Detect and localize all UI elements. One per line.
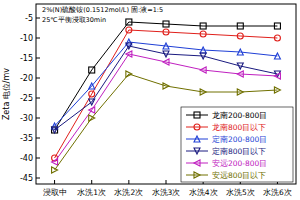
legend-line [186,115,208,116]
y-tick-label: -20 [20,74,33,83]
data-point [237,23,243,29]
y-tick [36,18,40,19]
series-group [52,19,281,173]
data-point [126,71,132,77]
x-tick [91,180,92,184]
y-tick-label: -25 [20,94,33,103]
y-axis-label: Zeta 电位/mv [2,68,11,120]
data-point [89,91,95,97]
y-tick [36,178,40,179]
data-point [200,23,206,29]
x-tick [166,180,167,184]
y-tick [36,158,40,159]
data-point [52,127,58,133]
legend-line [186,175,208,176]
plot-frame [36,4,296,184]
data-point [274,23,280,29]
legend-label: 定南800目以下 [212,147,266,156]
y-tick-label: -10 [20,34,33,43]
y-tick [36,58,40,59]
y-tick-label: -5 [25,14,33,23]
data-point [163,29,169,35]
data-point [89,115,95,121]
annotation: 2%(N)硫酸铵(0.1512mol/L) 固:液=1:5 [42,6,163,14]
legend-label: 安远800目以下 [212,171,266,180]
x-tick-label: 浸取中 [43,188,67,197]
series-line [55,22,278,130]
data-point [237,63,243,69]
x-tick-label: 水洗6次 [263,188,292,197]
y-tick [36,78,40,79]
data-point [89,107,95,113]
data-point [89,83,95,89]
y-tick [36,138,40,139]
data-point [126,43,132,49]
data-point [126,19,132,25]
x-tick-label: 水洗3次 [152,188,181,197]
data-point [274,35,280,41]
data-point [237,71,243,77]
legend-box [181,107,293,182]
data-point [200,53,206,59]
data-point [237,33,243,39]
data-point [89,67,95,73]
x-tick-label: 水洗2次 [114,188,143,197]
x-tick-label: 水洗1次 [77,188,106,197]
legend-label: 安远200-800目 [212,159,267,168]
legend-label: 龙南800目以下 [212,123,266,132]
y-tick-label: -30 [20,114,33,123]
data-point [274,53,280,59]
legend-line [186,139,208,140]
y-tick-label: -45 [20,174,33,183]
y-tick-label: -35 [20,134,33,143]
x-tick-label: 水洗4次 [189,188,218,197]
legend-marker [194,112,200,118]
y-tick-label: -15 [20,54,33,63]
data-point [274,87,280,93]
legend: 龙南200-800目龙南800目以下定南200-800目定南800目以下安远20… [181,107,293,182]
legend-marker [194,148,200,154]
legend-line [186,163,208,164]
annotation: 25℃平衡浸取30min [42,16,106,24]
y-tick-label: -40 [20,154,33,163]
legend-marker [194,172,200,178]
legend-label: 定南200-800目 [212,135,267,144]
data-point [200,31,206,37]
data-point [163,51,169,57]
legend-marker [194,136,200,142]
x-tick [54,180,55,184]
y-tick [36,118,40,119]
data-point [163,21,169,27]
data-point [200,47,206,53]
y-tick [36,98,40,99]
series-line [55,42,278,126]
y-tick [36,38,40,39]
data-point [163,43,169,49]
data-point [126,27,132,33]
data-point [237,49,243,55]
data-point [274,73,280,79]
legend-line [186,127,208,128]
chart: -45 -40 -35 -30 -25 -20 -15 -10 -5 浸取中 水洗1次水洗2次水洗3… [0,0,300,200]
data-point [126,51,132,57]
data-point [163,83,169,89]
series-line [55,46,278,130]
legend-label: 龙南200-800目 [212,111,267,120]
data-point [237,89,243,95]
series-line [55,30,278,158]
data-point [52,159,58,165]
data-point [200,89,206,95]
x-tick [128,180,129,184]
legend-marker [194,160,200,166]
data-point [163,59,169,65]
data-point [89,99,95,105]
legend-marker [194,124,200,130]
data-point [200,67,206,73]
data-point [52,167,58,173]
x-tick-label: 水洗5次 [226,188,255,197]
legend-line [186,151,208,152]
